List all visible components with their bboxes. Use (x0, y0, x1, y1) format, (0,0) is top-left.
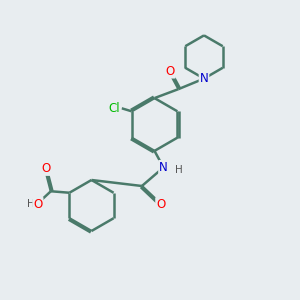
Text: N: N (159, 161, 168, 174)
Text: N: N (200, 72, 208, 85)
Text: H: H (175, 165, 183, 175)
Text: O: O (156, 198, 165, 211)
Text: Cl: Cl (109, 102, 120, 115)
Text: O: O (166, 64, 175, 78)
Text: H: H (27, 200, 35, 209)
Text: O: O (42, 162, 51, 175)
Text: O: O (33, 198, 43, 211)
